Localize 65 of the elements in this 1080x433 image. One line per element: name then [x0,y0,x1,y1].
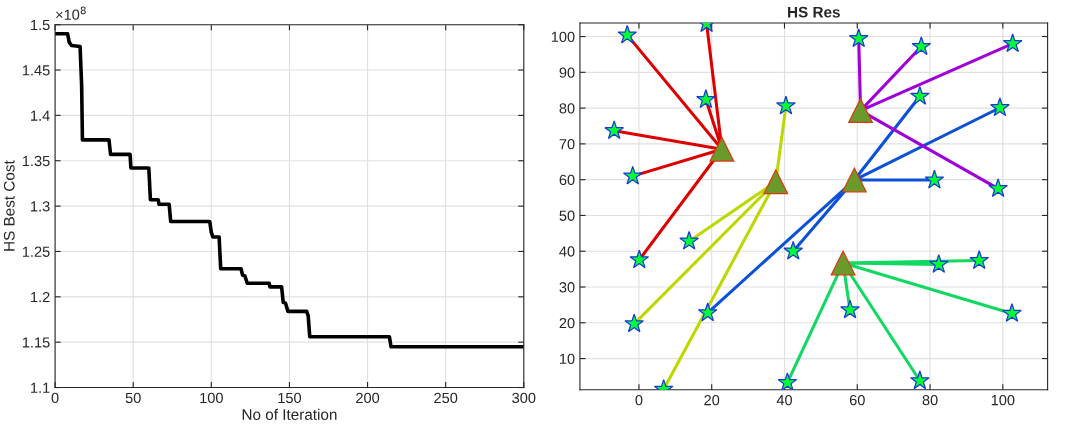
line-series [55,31,524,349]
x-tick-label: 60 [849,394,865,406]
y-tick-label: 100 [551,31,575,42]
point [848,98,873,124]
point [629,249,650,269]
x-tick-label: 40 [776,394,793,406]
point [783,240,804,260]
y-tick-label: 20 [559,317,575,329]
y-tick-label: 1.2 [31,291,50,303]
point [679,230,700,250]
point [924,169,945,189]
x-tick-label: 300 [512,392,536,404]
point [909,85,930,105]
y-tick-label: 60 [559,174,575,186]
point [624,313,645,333]
y-tick-label: 1.45 [22,65,50,76]
chart-title: HS Res [788,6,840,18]
y-tick-label: 30 [559,282,575,293]
point [840,299,860,319]
x-tick-label: 0 [635,394,643,406]
y-tick-label: 1.15 [22,337,50,348]
y-tick-label: 50 [559,210,575,221]
point [988,178,1008,198]
x-tick-label: 20 [704,394,720,406]
point [841,167,867,193]
point [617,24,638,44]
point [928,254,949,273]
y-tick-label: 1.5 [31,19,50,31]
y-tick-label: 1.25 [22,246,50,257]
point [848,28,869,48]
point [697,302,718,322]
point [911,36,932,56]
point [604,120,625,140]
point [909,370,930,390]
x-tick-label: 50 [125,392,141,404]
point [696,89,716,109]
x-tick-label: 100 [991,394,1015,406]
point [622,165,643,185]
y-tick-label: 1.4 [31,110,50,121]
point [990,97,1010,117]
y-tick-label: 40 [559,246,575,257]
y-tick-label: 70 [559,138,575,150]
text: ×10$^{8}$ [56,6,86,20]
x-tick-label: 150 [278,392,302,404]
point [1002,33,1023,53]
y-tick-label: 10 [559,353,575,364]
x-tick-label: 250 [434,392,458,404]
point [969,250,990,270]
y-tick-label: 1.35 [22,155,50,167]
x-tick-label: 200 [356,392,380,404]
y-tick-label: 80 [559,103,575,114]
x-axis-title: No of Iteration [242,408,337,420]
y-tick-label: 1.3 [31,201,50,212]
point [1002,303,1022,322]
x-tick-label: 80 [922,394,938,406]
y-tick-label: 1.1 [31,382,50,393]
point [709,136,735,162]
point [777,372,798,390]
point [830,250,856,276]
point [776,95,796,115]
x-tick-label: 0 [51,392,59,404]
y-tick-label: 90 [559,67,575,78]
point [763,169,789,195]
y-axis-title: HS Best Cost [3,160,15,251]
x-tick-label: 100 [200,392,223,404]
